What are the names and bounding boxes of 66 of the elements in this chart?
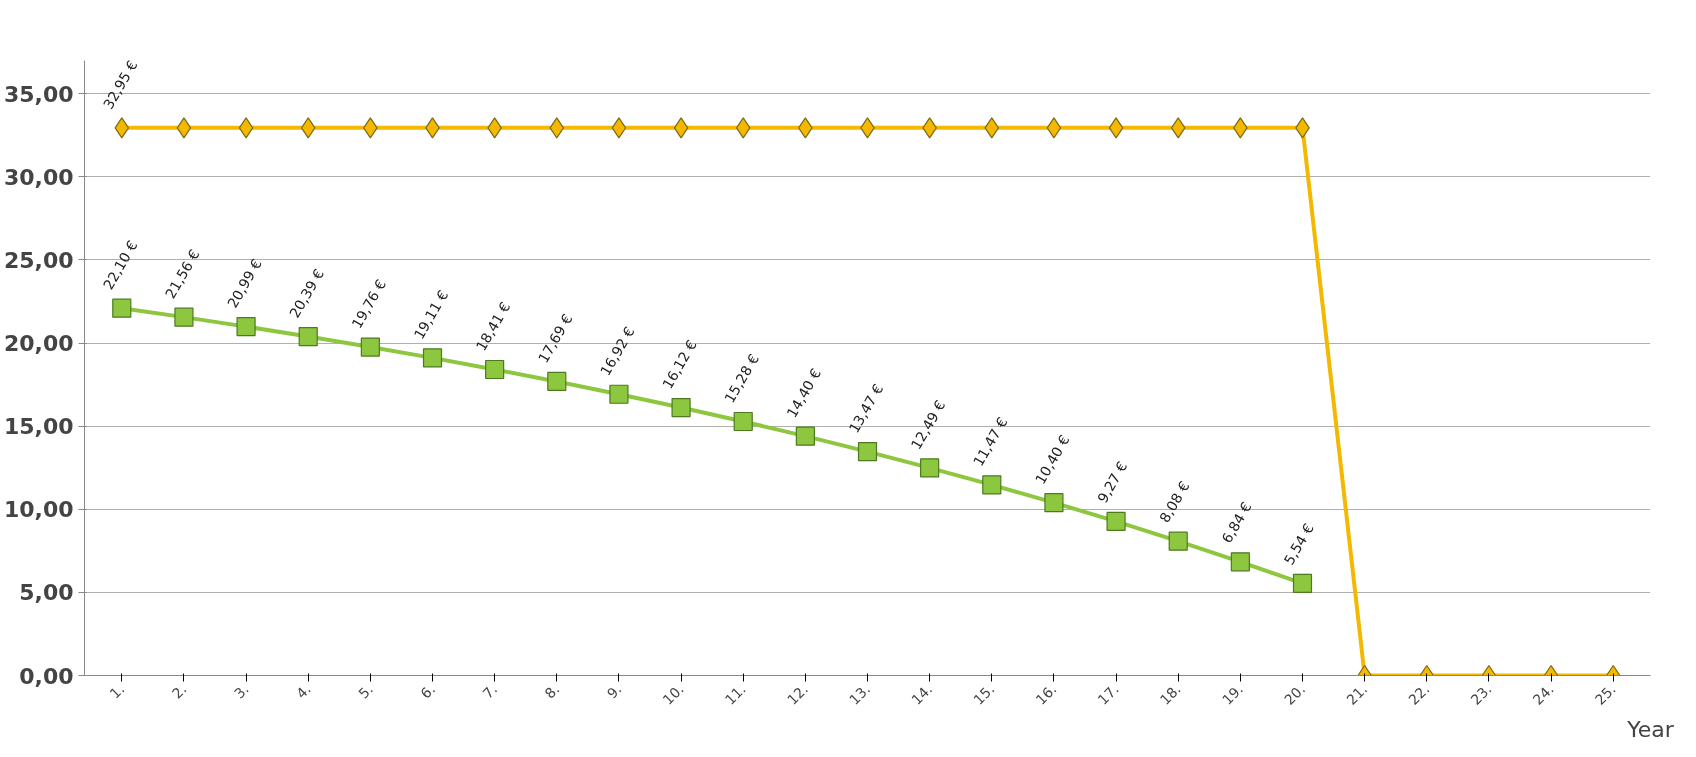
x-tick-label: 5. — [355, 680, 377, 702]
x-tick-label: 22. — [1405, 680, 1433, 708]
point — [1230, 552, 1250, 572]
x-tick-label: 19. — [1218, 680, 1247, 708]
point — [112, 298, 132, 318]
point — [1170, 117, 1186, 139]
point — [300, 117, 316, 139]
x-tick-label: 12. — [783, 680, 812, 708]
point — [360, 337, 380, 357]
y-tick-label: 20,00 — [3, 331, 74, 357]
point — [611, 117, 627, 139]
point — [298, 326, 318, 347]
x-tick-label: 6. — [417, 680, 439, 702]
x-tick-label: 11. — [721, 680, 749, 708]
point — [857, 442, 878, 462]
x-tick-label: 21. — [1343, 680, 1371, 708]
x-tick-label: 25. — [1591, 680, 1619, 708]
x-tick-label: 20. — [1281, 680, 1309, 708]
y-tick-label: 15,00 — [3, 414, 74, 440]
point — [422, 348, 443, 368]
point — [673, 117, 689, 139]
point — [547, 371, 567, 392]
point — [984, 117, 1000, 139]
point — [114, 117, 130, 139]
x-tick-label: 4. — [293, 680, 314, 702]
x-axis-title: Year — [1626, 717, 1675, 743]
x-tick-label: 7. — [479, 680, 501, 702]
y-tick-label: 5,00 — [19, 580, 74, 606]
point — [236, 317, 256, 337]
x-tick-label: 3. — [230, 680, 252, 702]
point — [1044, 493, 1064, 513]
x-tick-label: 14. — [908, 680, 936, 708]
x-tick-label: 10. — [659, 680, 687, 708]
x-tick-label: 16. — [1032, 680, 1060, 708]
x-tick-label: 17. — [1094, 680, 1122, 708]
y-tick-label: 10,00 — [3, 497, 74, 523]
y-tick-label: 0,00 — [19, 663, 74, 689]
x-tick-label: 8. — [541, 680, 563, 702]
x-tick-label: 15. — [970, 680, 998, 708]
point — [735, 117, 751, 139]
y-tick-label: 30,00 — [3, 164, 74, 190]
point — [176, 117, 192, 139]
point — [1106, 511, 1126, 532]
x-tick-label: 24. — [1529, 680, 1557, 708]
point — [733, 411, 753, 432]
y-tick-label: 25,00 — [3, 247, 74, 273]
y-tick-label: 35,00 — [3, 81, 74, 107]
x-tick-label: 23. — [1467, 680, 1495, 708]
point — [982, 475, 1002, 495]
point — [1108, 117, 1124, 139]
point — [485, 359, 505, 380]
point — [1168, 531, 1188, 551]
point — [1046, 117, 1062, 139]
point — [174, 307, 194, 327]
point — [609, 384, 629, 404]
x-tick-label: 13. — [846, 680, 874, 708]
x-tick-label: 9. — [603, 680, 625, 702]
point — [920, 458, 940, 478]
point — [1292, 573, 1313, 594]
x-tick-label: 1. — [106, 680, 128, 702]
x-tick-label: 18. — [1156, 680, 1184, 708]
point — [238, 117, 254, 139]
x-tick-label: 2. — [168, 680, 190, 702]
point — [795, 426, 815, 446]
point — [549, 117, 565, 139]
point — [671, 397, 691, 418]
